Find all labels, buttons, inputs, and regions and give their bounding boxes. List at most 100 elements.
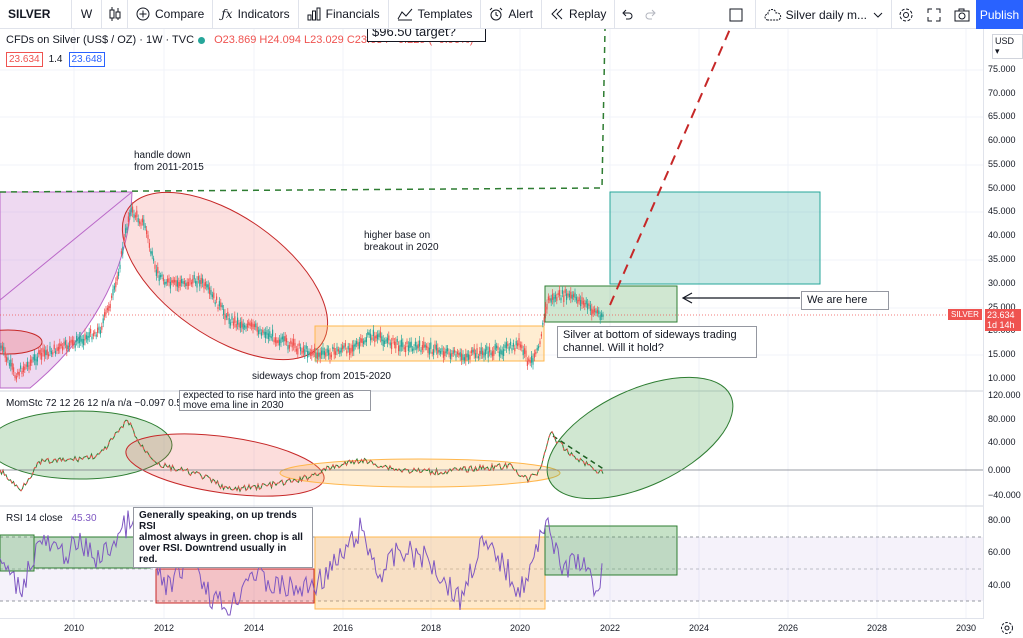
small-red-ellipse[interactable]	[0, 329, 43, 355]
candle-body	[396, 338, 398, 342]
indicators-button[interactable]: ƒx Indicators	[213, 0, 299, 29]
cup-fan-shape[interactable]	[0, 191, 133, 389]
settings-button[interactable]	[892, 0, 920, 29]
chart-canvas[interactable]	[0, 29, 983, 618]
price-tick: 30.000	[988, 278, 1016, 288]
candle-body	[496, 345, 498, 349]
candle-body	[342, 345, 344, 350]
undo-button[interactable]	[615, 0, 639, 29]
layout-select-button[interactable]	[717, 0, 755, 29]
candle-body	[582, 300, 584, 305]
candle-body	[92, 333, 94, 337]
candle-body	[552, 293, 554, 300]
candle-body	[84, 333, 86, 341]
fullscreen-button[interactable]	[920, 0, 948, 29]
candle-body	[538, 346, 540, 349]
year-label: 2014	[243, 623, 265, 633]
candle-body	[375, 335, 377, 339]
candle-body	[263, 331, 265, 335]
target-label[interactable]: $96.50 target?	[367, 29, 486, 42]
green-dashed-path[interactable]	[0, 29, 606, 193]
candle-body	[560, 297, 562, 301]
candle-body	[94, 331, 96, 334]
candle-body	[97, 327, 99, 333]
financials-button[interactable]: Financials	[299, 0, 389, 29]
candle-body	[139, 221, 141, 224]
mom-green-ellipse-left[interactable]	[0, 410, 173, 480]
expected-callout[interactable]: expected to rise hard into the green as …	[179, 390, 371, 411]
open-value: O23.869	[214, 34, 257, 46]
rsi-green-box-3[interactable]	[544, 525, 678, 576]
candle-body	[498, 351, 500, 357]
bottom-callout[interactable]: Silver at bottom of sideways trading cha…	[557, 326, 757, 358]
sideways-note[interactable]: sideways chop from 2015-2020	[252, 371, 391, 382]
bid-badge[interactable]: 23.634	[6, 52, 43, 67]
candle-body	[409, 342, 411, 348]
candles-icon	[109, 7, 120, 21]
rsi-green-box-1[interactable]	[0, 534, 35, 572]
candle-body	[77, 338, 79, 344]
candle-body	[41, 352, 43, 360]
layout-name-button[interactable]: Silver daily m...	[754, 0, 892, 29]
candle-body	[602, 314, 604, 318]
compare-button[interactable]: Compare	[128, 0, 214, 29]
snapshot-button[interactable]	[948, 0, 976, 29]
rsi-legend[interactable]: RSI 14 close 45.30	[6, 513, 97, 524]
time-axis[interactable]: 2010 2012 2014 2016 2018 2020 2022 2024 …	[0, 618, 983, 638]
symbol-search-button[interactable]: SILVER	[0, 0, 72, 29]
candle-body	[382, 339, 384, 347]
candle-body	[410, 341, 412, 348]
rsi-orange-box[interactable]	[314, 536, 546, 610]
candle-body	[210, 290, 212, 296]
candle-body	[531, 355, 533, 363]
candle-body	[570, 291, 572, 299]
candle-body	[295, 348, 297, 352]
candle-body	[258, 330, 260, 335]
downtrend-ellipse[interactable]	[94, 159, 356, 393]
currency-selector[interactable]: USD ▾	[992, 34, 1023, 59]
candle-body	[433, 349, 435, 355]
candle-body	[200, 277, 202, 284]
ask-badge[interactable]: 23.648	[68, 52, 106, 67]
candle-body	[224, 313, 226, 321]
candle-body	[298, 343, 300, 346]
mom-green-ellipse-right[interactable]	[529, 352, 751, 524]
candle-body	[34, 354, 36, 361]
candle-body	[67, 345, 69, 350]
candle-body	[435, 344, 437, 351]
candle-body	[281, 336, 283, 340]
mom-trend-dash[interactable]	[552, 435, 606, 471]
candle-body	[406, 341, 408, 345]
mom-red-ellipse[interactable]	[122, 423, 328, 506]
candle-body	[88, 332, 90, 338]
candle-body	[585, 300, 587, 305]
candle-body	[87, 335, 89, 341]
candle-body	[504, 344, 506, 348]
candle-body	[27, 361, 29, 367]
trend-line[interactable]	[0, 191, 133, 301]
target-box[interactable]	[609, 191, 821, 285]
candle-body	[491, 351, 493, 357]
higher-base-note[interactable]: higher base on breakout in 2020	[364, 230, 439, 253]
rsi-note-callout[interactable]: Generally speaking, on up trends RSI alm…	[133, 507, 313, 568]
candle-body	[477, 356, 479, 359]
candle-body	[127, 216, 129, 222]
alert-button[interactable]: Alert	[481, 0, 543, 29]
handle-note[interactable]: handle down from 2011-2015	[134, 150, 204, 173]
publish-button[interactable]: Publish	[976, 0, 1023, 29]
we-are-here-callout[interactable]: We are here	[801, 291, 889, 310]
candle-body	[589, 305, 591, 311]
candle-body	[81, 338, 83, 344]
candle-body	[312, 351, 314, 355]
replay-button[interactable]: Replay	[542, 0, 616, 29]
candle-body	[227, 311, 229, 317]
templates-button[interactable]: Templates	[389, 0, 482, 29]
interval-button[interactable]: W	[72, 0, 102, 29]
redo-button[interactable]	[639, 0, 663, 29]
candle-body	[335, 351, 337, 355]
chart-style-button[interactable]	[102, 0, 128, 29]
candle-body	[363, 341, 365, 345]
axis-settings-gear-icon[interactable]	[1000, 621, 1014, 635]
candle-body	[364, 339, 366, 343]
candle-body	[256, 326, 258, 332]
